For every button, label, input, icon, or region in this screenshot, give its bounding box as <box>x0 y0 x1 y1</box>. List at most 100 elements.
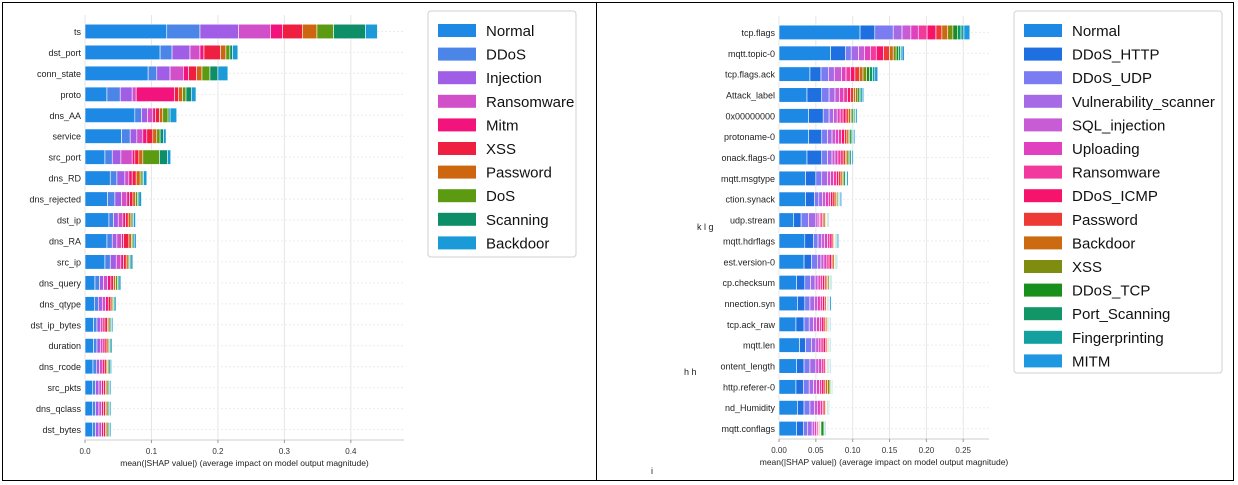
category-label: dns_rcode <box>39 362 81 372</box>
legend-label: Injection <box>486 70 542 87</box>
bar-segment <box>778 233 806 249</box>
bar-segment <box>827 149 833 166</box>
legend-label: Backdoor <box>486 235 549 252</box>
legend-label: XSS <box>1072 259 1102 276</box>
bar-segment <box>828 108 834 124</box>
bar-segment <box>828 87 836 103</box>
bar-segment <box>827 233 831 249</box>
bar-segment <box>822 275 825 291</box>
category-label: proto <box>60 90 81 100</box>
legend-label: Backdoor <box>1072 235 1135 252</box>
x-axis-label: mean(|SHAP value|) (average impact on mo… <box>760 457 1009 467</box>
bar-segment <box>156 128 161 144</box>
bar-segment <box>778 24 861 40</box>
category-label: ts <box>74 27 82 37</box>
bar-segment <box>803 379 810 395</box>
bar-segment <box>836 233 839 249</box>
bar-segment <box>811 254 818 270</box>
bar-segment <box>109 380 112 396</box>
legend-label: Uploading <box>1072 141 1140 158</box>
bar-segment <box>115 254 122 270</box>
bar-segment <box>225 44 231 60</box>
bar-segment <box>827 170 831 186</box>
category-label: mqtt.topic-0 <box>728 49 775 59</box>
bar-segment <box>833 66 842 82</box>
bar-segment <box>95 401 100 417</box>
legend-swatch <box>438 236 476 250</box>
bar-segment <box>92 421 96 438</box>
bar-segment <box>333 23 366 40</box>
bar-segment <box>143 170 148 186</box>
x-tick-label: 0.0 <box>79 447 91 456</box>
bar-segment <box>910 24 919 40</box>
bar-segment <box>817 233 823 249</box>
bar-segment <box>270 23 283 40</box>
bar-segment <box>111 317 114 333</box>
bar-segment <box>862 66 867 82</box>
bar-segment <box>847 108 851 124</box>
bar-segment <box>108 212 114 228</box>
category-label: conn_state <box>37 69 81 79</box>
bar-segment <box>84 275 96 291</box>
bar-segment <box>803 421 809 437</box>
bar-segment <box>84 23 168 40</box>
legend-label: Mitm <box>486 117 519 134</box>
bar-segment <box>824 233 828 249</box>
bar-segment <box>84 296 95 312</box>
category-label: tcp.flags <box>741 28 775 38</box>
bar-segment <box>957 24 962 40</box>
bar-segment <box>92 380 96 396</box>
legend-label: DDoS <box>486 47 526 64</box>
bar-segment <box>831 379 834 395</box>
bar-segment <box>811 421 815 437</box>
bar-segment <box>803 400 811 416</box>
bar-segment <box>120 149 133 165</box>
bar-segment <box>941 24 949 40</box>
bar-segment <box>817 295 821 312</box>
legend-label: DDoS_TCP <box>1072 283 1150 300</box>
category-label: dns_AA <box>49 111 81 121</box>
bar-segment <box>199 44 205 60</box>
bar-segment <box>92 359 97 375</box>
bar-segment <box>935 24 943 40</box>
bar-segment <box>183 65 189 81</box>
bar-segment <box>84 254 106 270</box>
bar-segment <box>808 129 823 145</box>
bar-segment <box>778 400 798 416</box>
bar-segment <box>95 380 100 396</box>
category-label: dst_port <box>48 48 81 58</box>
bar-segment <box>232 44 239 60</box>
bar-segment <box>778 108 809 124</box>
bar-segment <box>123 233 130 249</box>
bar-segment <box>178 86 183 102</box>
bar-segment <box>117 212 124 228</box>
category-label: dst_ip <box>57 216 81 226</box>
legend-box <box>1013 10 1223 374</box>
bar-segment <box>778 149 808 166</box>
legend-swatch <box>1024 47 1062 61</box>
bar-segment <box>819 379 823 395</box>
bar-segment <box>821 87 830 103</box>
bar-segment <box>825 191 829 207</box>
legend-label: Port_Scanning <box>1072 306 1170 323</box>
bar-segment <box>138 191 142 207</box>
bar-segment <box>778 191 806 207</box>
bar-segment <box>159 128 164 144</box>
bar-segment <box>127 212 132 228</box>
bar-segment <box>839 87 845 103</box>
bar-segment <box>829 295 832 312</box>
bar-segment <box>834 87 840 103</box>
bar-segment <box>113 212 119 228</box>
bar-segment <box>109 170 118 186</box>
bar-segment <box>95 359 100 375</box>
bar-segment <box>365 23 378 40</box>
bar-segment <box>822 108 830 124</box>
x-tick-label: 0.00 <box>771 446 787 455</box>
bar-segment <box>778 358 797 374</box>
bar-segment <box>282 23 303 40</box>
bar-segment <box>855 87 859 103</box>
bar-segment <box>84 233 108 249</box>
bar-segment <box>96 338 101 354</box>
bar-segment <box>820 337 824 353</box>
bar-segment <box>805 337 812 353</box>
